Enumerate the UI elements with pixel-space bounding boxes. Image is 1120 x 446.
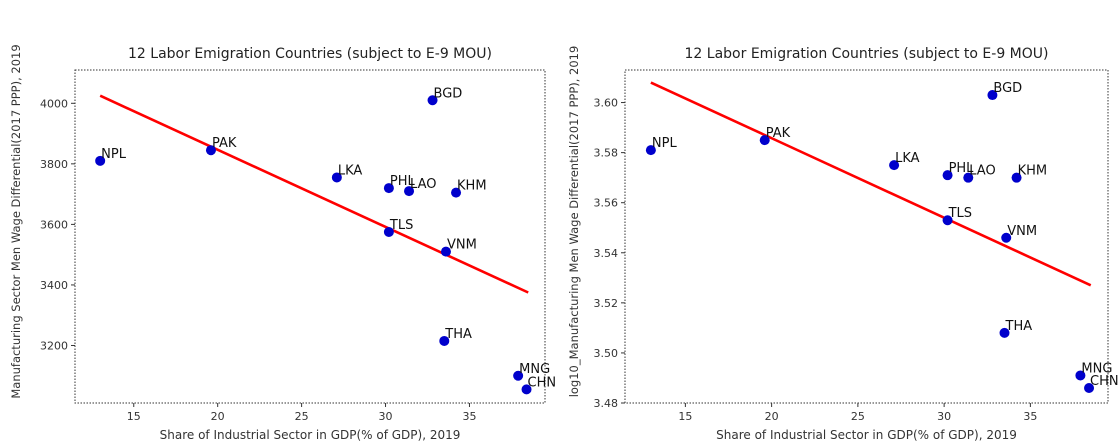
chart-1-point-label-npl: NPL [101, 147, 127, 162]
chart-1-point-label-tha: THA [444, 327, 472, 342]
chart-1-y-axis-label: Manufacturing Sector Men Wage Differenti… [9, 44, 23, 398]
chart-2-point-label-lao: LAO [969, 164, 995, 179]
chart-2-point-khm [1011, 172, 1022, 183]
chart-2-point-tls [942, 215, 953, 226]
chart-2-x-tick-label: 15 [678, 410, 692, 423]
chart-1-point-label-phl: PHL [390, 174, 416, 189]
chart-2-point-pak [759, 135, 770, 146]
chart-1-point-lka [331, 172, 342, 183]
chart-1-point-chn [521, 384, 532, 395]
chart-1-point-label-tls: TLS [389, 218, 413, 233]
chart-2-point-lao [963, 172, 974, 183]
chart-2-point-tha [999, 327, 1010, 338]
chart-2-y-tick-label: 3.54 [594, 247, 619, 260]
chart-2-point-label-vnm: VNM [1007, 224, 1037, 239]
chart-2-x-axis-label: Share of Industrial Sector in GDP(% of G… [716, 428, 1017, 442]
chart-2-y-tick-label: 3.56 [594, 197, 619, 210]
chart-2-point-label-mng: MNG [1081, 361, 1112, 376]
chart-1-point-pak [205, 145, 216, 156]
chart-2-point-label-lka: LKA [895, 151, 920, 166]
chart-2-y-tick-label: 3.48 [594, 397, 619, 410]
chart-1-x-tick-label: 35 [462, 410, 476, 423]
chart-2-y-tick-label: 3.60 [594, 97, 619, 110]
chart-2-point-label-tls: TLS [948, 206, 972, 221]
chart-1-y-tick-label: 3600 [40, 218, 68, 231]
chart-1-y-tick-label: 3800 [40, 158, 68, 171]
chart-2-y-tick-label: 3.50 [594, 347, 619, 360]
chart-2-point-mng [1075, 370, 1086, 381]
chart-1-point-label-lka: LKA [338, 163, 363, 178]
chart-panel-wage-differential: 12 Labor Emigration Countries (subject t… [0, 0, 560, 442]
chart-2-x-tick-label: 25 [851, 410, 865, 423]
chart-2-point-lka [889, 160, 900, 171]
chart-2-fit-line [650, 81, 1092, 287]
chart-1-x-tick-label: 25 [295, 410, 309, 423]
chart-2-point-label-phl: PHL [949, 161, 975, 176]
chart-1-point-khm [451, 187, 462, 198]
chart-2-point-vnm [1001, 232, 1012, 243]
chart-2-point-label-pak: PAK [766, 126, 791, 141]
chart-2-point-label-chn: CHN [1090, 374, 1119, 389]
chart-2-point-chn [1084, 382, 1095, 393]
chart-1-point-label-vnm: VNM [447, 238, 477, 253]
chart-1-plot-frame [74, 69, 546, 404]
chart-1-point-tls [383, 226, 394, 237]
chart-1-x-tick-label: 30 [379, 410, 393, 423]
chart-1-x-tick-label: 20 [211, 410, 225, 423]
chart-2-point-label-npl: NPL [652, 136, 678, 151]
chart-1-point-phl [383, 183, 394, 194]
chart-1-point-lao [404, 186, 415, 197]
chart-2-plot-frame [624, 69, 1109, 404]
chart-1-point-label-pak: PAK [212, 136, 237, 151]
chart-1-point-label-mng: MNG [519, 362, 550, 377]
chart-2-title: 12 Labor Emigration Countries (subject t… [685, 46, 1049, 62]
chart-2-y-axis-label: log10_Manufacturing Men Wage Differentia… [567, 46, 581, 398]
chart-2-y-tick-label: 3.58 [594, 147, 619, 160]
chart-panel-log-wage-differential: 12 Labor Emigration Countries (subject t… [560, 0, 1120, 442]
chart-1-point-label-lao: LAO [410, 177, 436, 192]
scatter-chart-wage-differential: 12 Labor Emigration Countries (subject t… [9, 44, 557, 442]
chart-2-y-tick-label: 3.52 [594, 297, 619, 310]
chart-1-x-tick-label: 15 [127, 410, 141, 423]
chart-1-point-vnm [440, 246, 451, 257]
chart-1-x-axis-label: Share of Industrial Sector in GDP(% of G… [160, 428, 461, 442]
chart-1-point-label-khm: KHM [457, 179, 487, 194]
chart-2-x-tick-label: 20 [765, 410, 779, 423]
chart-2-x-tick-label: 30 [937, 410, 951, 423]
scatter-chart-log-wage-differential: 12 Labor Emigration Countries (subject t… [567, 46, 1119, 442]
chart-1-point-bgd [427, 95, 438, 106]
chart-1-title: 12 Labor Emigration Countries (subject t… [128, 46, 492, 62]
chart-1-point-tha [439, 335, 450, 346]
chart-2-point-phl [942, 170, 953, 181]
chart-1-y-tick-label: 3200 [40, 339, 68, 352]
chart-2-point-npl [645, 145, 656, 156]
chart-1-point-label-chn: CHN [528, 375, 557, 390]
chart-1-y-tick-label: 3400 [40, 279, 68, 292]
chart-1-fit-line [99, 94, 529, 294]
chart-2-x-tick-label: 35 [1023, 410, 1037, 423]
chart-1-point-label-bgd: BGD [434, 86, 463, 101]
chart-2-point-label-bgd: BGD [993, 81, 1022, 96]
chart-1-point-mng [513, 370, 524, 381]
chart-2-point-label-tha: THA [1005, 319, 1033, 334]
chart-2-point-label-khm: KHM [1018, 164, 1048, 179]
chart-1-point-npl [95, 155, 106, 166]
chart-2-point-bgd [987, 90, 998, 101]
chart-1-y-tick-label: 4000 [40, 97, 68, 110]
